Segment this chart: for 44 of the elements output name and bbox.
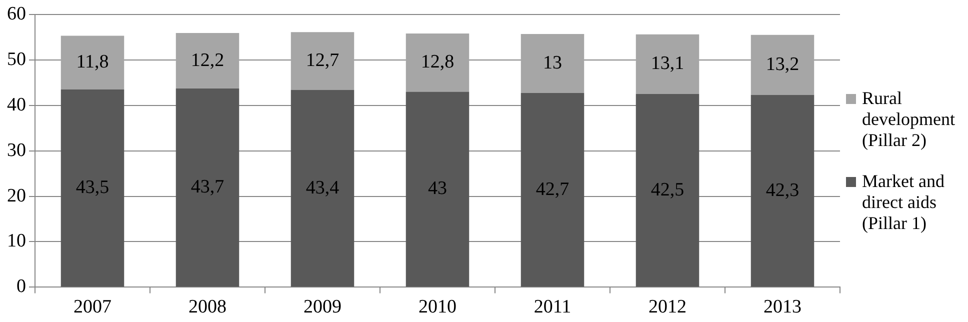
data-label: 43,7 bbox=[190, 176, 224, 198]
data-label: 13,2 bbox=[766, 54, 800, 75]
x-tick-label: 2010 bbox=[418, 296, 456, 318]
x-tick-label: 2013 bbox=[764, 296, 802, 318]
bar bbox=[750, 94, 814, 287]
data-label: 12,8 bbox=[420, 52, 454, 73]
bar bbox=[176, 88, 240, 287]
y-tick-label: 40 bbox=[7, 94, 26, 116]
y-tick-label: 20 bbox=[7, 185, 26, 206]
y-tick-label: 0 bbox=[16, 276, 26, 298]
data-label: 13,1 bbox=[650, 53, 684, 74]
y-tick-label: 60 bbox=[7, 3, 26, 24]
x-tick-label: 2007 bbox=[74, 296, 112, 318]
x-tick-label: 2009 bbox=[304, 296, 342, 318]
y-tick-label: 30 bbox=[7, 140, 26, 161]
bar bbox=[406, 33, 470, 92]
data-label: 43 bbox=[428, 178, 447, 200]
bar bbox=[60, 89, 124, 287]
data-label: 12,7 bbox=[306, 50, 340, 71]
bar bbox=[520, 34, 584, 94]
data-label: 42,5 bbox=[650, 179, 684, 200]
x-tick-label: 2011 bbox=[534, 296, 572, 318]
bar bbox=[290, 32, 354, 90]
data-label: 11,8 bbox=[76, 52, 109, 73]
data-label: 43,5 bbox=[76, 177, 110, 198]
x-tick-label: 2008 bbox=[188, 296, 226, 318]
bar bbox=[636, 34, 700, 94]
legend-label: Market and direct aids (Pillar 1) bbox=[862, 171, 946, 234]
data-label: 12,2 bbox=[190, 50, 224, 71]
y-tick-label: 50 bbox=[7, 48, 26, 70]
data-label: 13 bbox=[543, 52, 562, 74]
legend-label: Rural development (Pillar 2) bbox=[862, 88, 956, 151]
bar bbox=[176, 33, 240, 89]
bar bbox=[520, 93, 584, 287]
bar bbox=[290, 90, 354, 287]
bar bbox=[60, 36, 124, 90]
y-tick-label: 10 bbox=[7, 230, 26, 252]
data-label: 43,4 bbox=[306, 177, 340, 198]
bar bbox=[636, 94, 700, 287]
bar bbox=[406, 92, 470, 287]
bar bbox=[750, 34, 814, 95]
data-label: 42,7 bbox=[536, 178, 570, 200]
data-label: 42,3 bbox=[766, 180, 800, 201]
x-tick-label: 2012 bbox=[648, 296, 686, 318]
